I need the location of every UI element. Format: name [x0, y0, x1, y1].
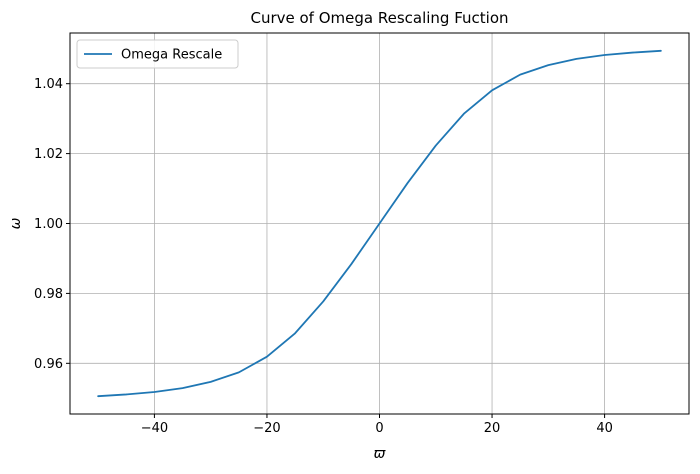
series-line-omega-rescale: [97, 49, 662, 398]
y-tick-label: 0.96: [34, 357, 63, 372]
x-tick-label: −40: [141, 421, 168, 436]
series-layer: [97, 49, 662, 398]
ticks: −40 −20 0 20 40 0.96 0.98 1.00 1.02 1.04: [34, 77, 613, 436]
grid: [70, 33, 689, 414]
x-tick-label: 20: [484, 421, 501, 436]
x-tick-label: 0: [375, 421, 383, 436]
x-tick-label: 40: [596, 421, 613, 436]
y-tick-label: 1.02: [34, 147, 63, 162]
legend: Omega Rescale: [76, 39, 239, 69]
y-axis-label: ω: [8, 217, 24, 229]
y-tick-label: 1.04: [34, 77, 63, 92]
y-tick-label: 0.98: [34, 287, 63, 302]
chart-title: Curve of Omega Rescaling Fuction: [250, 9, 508, 27]
legend-box: [76, 39, 239, 69]
legend-entry-label: Omega Rescale: [121, 48, 222, 63]
y-tick-label: 1.00: [34, 217, 63, 232]
x-axis-label: ϖ: [374, 446, 387, 462]
x-tick-label: −20: [253, 421, 280, 436]
